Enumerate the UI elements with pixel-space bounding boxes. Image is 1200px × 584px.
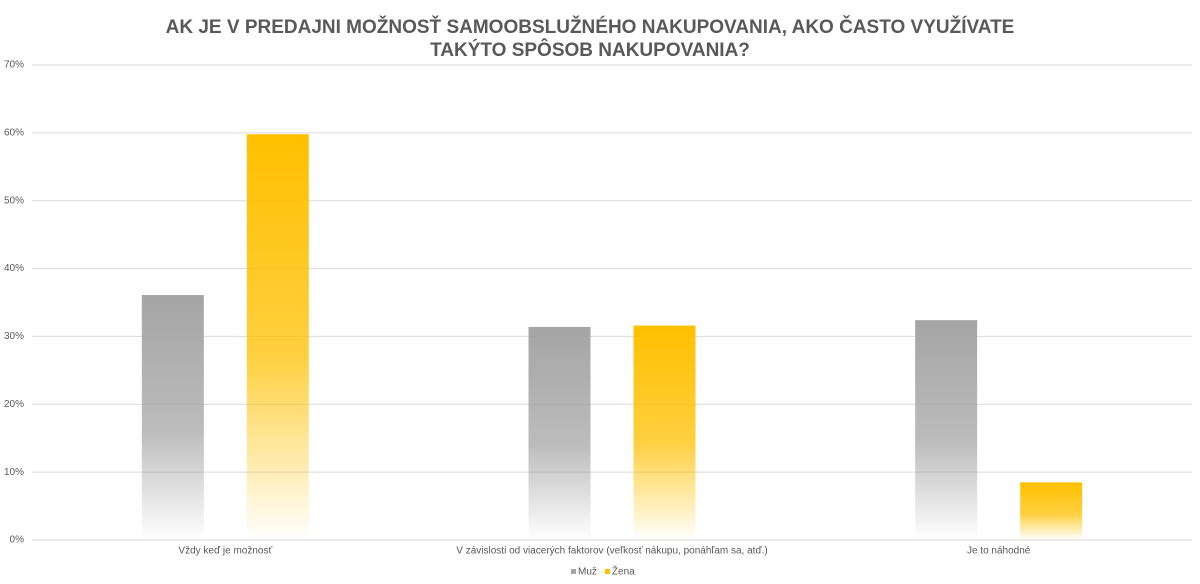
y-tick-label: 20% [4,399,24,410]
x-tick-label: V závislosti od viacerých faktorov (veľk… [456,546,767,557]
x-tick-label: Vždy keď je možnosť [178,546,272,557]
y-tick-label: 10% [4,467,24,478]
bar [528,326,591,540]
bar [1020,482,1083,540]
y-tick-label: 40% [4,263,24,274]
legend-label: Muž [578,567,597,578]
bar [141,295,204,540]
y-tick-label: 70% [4,60,24,71]
legend-swatch [571,569,576,574]
y-tick-label: 30% [4,331,24,342]
bar [915,320,978,540]
chart-title: AK JE V PREDAJNI MOŽNOSŤ SAMOOBSLUŽNÉHO … [165,17,1015,61]
legend-label: Žena [612,565,635,578]
y-tick-label: 0% [10,535,25,546]
legend-swatch [604,569,610,574]
x-tick-label: Je to náhodné [967,546,1031,557]
bar [246,134,309,540]
y-tick-label: 60% [4,127,24,138]
bar [633,325,696,540]
y-tick-label: 50% [4,195,24,206]
